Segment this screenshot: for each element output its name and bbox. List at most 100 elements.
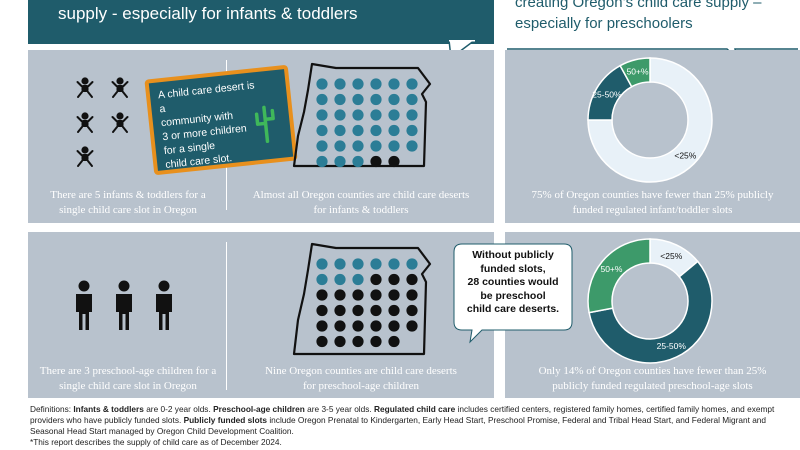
callout-preschool-line: funded slots, — [480, 262, 546, 275]
county-dot-desert — [388, 109, 400, 121]
donut-preschool: <25% 25-50% 50+% — [587, 238, 713, 364]
caption-line: Nine Oregon counties are child care dese… — [265, 365, 457, 377]
county-dot-desert — [352, 140, 364, 152]
county-dot-desert — [388, 140, 400, 152]
definitions: Definitions: Infants & toddlers are 0-2 … — [30, 404, 790, 448]
donut-label: 25-50% — [657, 341, 687, 351]
county-dot-not-desert — [316, 320, 328, 332]
county-dot-desert — [316, 93, 328, 106]
callout-preschool-line: Without publicly — [472, 249, 554, 261]
county-dot-not-desert — [406, 320, 418, 332]
county-dot-desert — [316, 140, 328, 152]
county-dot-desert — [316, 155, 328, 168]
donut-slice — [588, 260, 713, 364]
header-right: creating Oregon’s child care supply – es… — [505, 0, 800, 48]
donut-label: 50+% — [627, 67, 649, 77]
caption-preschool-funded: Only 14% of Oregon counties have fewer t… — [505, 364, 800, 394]
panel-preschool — [28, 232, 494, 398]
county-dot-desert — [370, 109, 382, 121]
county-dot-desert — [388, 93, 400, 106]
county-dot-desert — [334, 273, 346, 286]
donut-preschool-slices: <25% 25-50% 50+% — [587, 238, 713, 364]
baby-icon — [111, 76, 129, 98]
definitions-text: Definitions: Infants & toddlers are 0-2 … — [30, 404, 790, 437]
county-dot-desert — [352, 109, 364, 121]
infant-icons — [76, 76, 129, 167]
footnote: *This report describes the supply of chi… — [30, 437, 282, 447]
term-funded: Publicly funded slots — [183, 415, 268, 425]
caption-line: There are 5 infants & toddlers for a — [50, 189, 206, 201]
divider-bottom — [226, 242, 227, 390]
callout-preschool: Without publicly funded slots, 28 counti… — [456, 249, 570, 317]
county-dot-desert — [388, 78, 400, 90]
header-left: supply - especially for infants & toddle… — [28, 0, 494, 44]
county-dot-not-desert — [370, 335, 382, 348]
oregon-map-preschool — [292, 242, 432, 356]
county-dot-not-desert — [334, 335, 346, 348]
county-dot-desert — [406, 109, 418, 121]
term-infants: Infants & toddlers — [73, 404, 144, 414]
caption-preschool-deserts: Nine Oregon counties are child care dese… — [228, 364, 494, 394]
county-dot-desert — [334, 140, 346, 152]
callout-preschool-line: child care deserts. — [466, 303, 560, 315]
caption-line: Almost all Oregon counties are child car… — [252, 189, 470, 201]
donut-infant: <25% 25-50% 50+% — [587, 57, 713, 183]
term-regulated: Regulated child care — [374, 404, 456, 414]
county-dot-desert — [352, 93, 364, 106]
callout-preschool-bubble — [453, 243, 573, 344]
county-dot-desert — [352, 273, 364, 286]
county-dot-desert — [334, 78, 346, 90]
county-dot-not-desert — [388, 304, 400, 317]
term-preschool: Preschool-age children — [213, 404, 305, 414]
def-funded: include Oregon Prenatal to Kindergarten,… — [30, 415, 767, 436]
county-dot-not-desert — [388, 320, 400, 332]
county-dot-not-desert — [370, 289, 382, 301]
county-dot-not-desert — [352, 304, 364, 317]
county-dot-not-desert — [352, 320, 364, 332]
def-infants: are 0-2 year olds. — [143, 404, 214, 414]
caption-line: for infants & toddlers — [313, 204, 409, 216]
caption-preschool-ratio: There are 3 preschool-age children for a… — [30, 364, 226, 394]
county-dot-not-desert — [370, 273, 382, 286]
county-dot-desert — [334, 109, 346, 121]
caption-infant-deserts: Almost all Oregon counties are child car… — [228, 188, 494, 218]
county-dot-not-desert — [316, 335, 328, 348]
county-dot-not-desert — [370, 155, 382, 168]
county-dot-not-desert — [388, 273, 400, 286]
caption-line: single child care slot in Oregon — [59, 204, 197, 216]
county-dot-desert — [316, 109, 328, 121]
donut-label: 25-50% — [592, 90, 622, 100]
county-dot-desert — [406, 78, 418, 90]
county-dot-desert — [370, 258, 382, 270]
donut-slice — [587, 57, 713, 183]
county-dot-not-desert — [370, 320, 382, 332]
dot-grid-infant — [316, 78, 418, 168]
county-dot-desert — [388, 124, 400, 137]
county-dot-desert — [352, 124, 364, 137]
county-dot-desert — [334, 155, 346, 168]
dot-grid-preschool — [316, 258, 418, 348]
baby-icon — [76, 145, 94, 167]
county-dot-desert — [316, 78, 328, 90]
county-dot-not-desert — [370, 304, 382, 317]
county-dot-desert — [370, 93, 382, 106]
county-dot-desert — [316, 258, 328, 270]
county-dot-desert — [388, 258, 400, 270]
county-dot-not-desert — [352, 335, 364, 348]
county-dot-not-desert — [388, 155, 400, 168]
county-dot-not-desert — [316, 289, 328, 301]
caption-line: publicly funded regulated preschool-age … — [552, 380, 753, 392]
caption-line: for preschool-age children — [302, 380, 420, 392]
county-dot-not-desert — [334, 304, 346, 317]
baby-icon — [76, 76, 94, 98]
callout-preschool-line: be preschool — [480, 289, 546, 302]
county-dot-not-desert — [334, 289, 346, 301]
definitions-prefix: Definitions: — [30, 404, 74, 414]
header-left-title: supply - especially for infants & toddle… — [58, 4, 358, 23]
def-regulated: includes certified centers, registered f… — [30, 404, 775, 425]
cactus-icon — [254, 105, 275, 144]
county-dot-not-desert — [388, 335, 400, 348]
county-dot-desert — [370, 140, 382, 152]
county-dot-desert — [406, 93, 418, 106]
county-dot-desert — [352, 155, 364, 168]
